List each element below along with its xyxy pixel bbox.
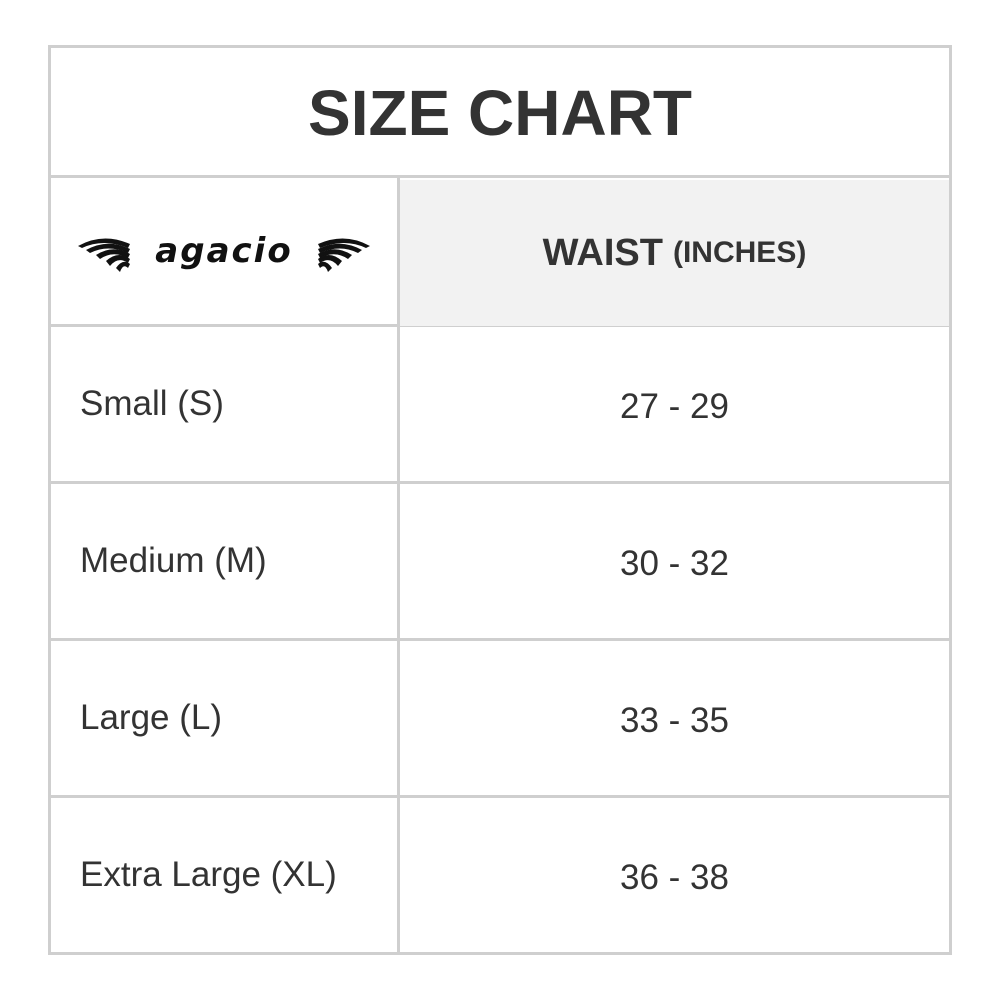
- waist-column-header: WAIST (INCHES): [400, 180, 949, 326]
- waist-value: 27 - 29: [620, 387, 729, 426]
- divider: [48, 175, 952, 178]
- size-label: Medium (M): [80, 541, 267, 580]
- divider: [48, 481, 952, 484]
- header-label: WAIST: [542, 231, 663, 274]
- size-chart-table: [48, 45, 952, 955]
- divider: [48, 638, 952, 641]
- waist-value: 33 - 35: [620, 701, 729, 740]
- column-divider: [397, 177, 400, 952]
- size-label: Extra Large (XL): [80, 855, 337, 894]
- divider: [48, 795, 952, 798]
- waist-value: 30 - 32: [620, 544, 729, 583]
- agacio-logo: agacio: [78, 231, 370, 272]
- logo-text: agacio: [155, 231, 292, 271]
- header-unit: (INCHES): [672, 236, 807, 269]
- size-label: Small (S): [80, 384, 224, 423]
- size-label: Large (L): [80, 698, 223, 737]
- page-title: SIZE CHART: [308, 76, 692, 149]
- waist-value: 36 - 38: [620, 858, 729, 897]
